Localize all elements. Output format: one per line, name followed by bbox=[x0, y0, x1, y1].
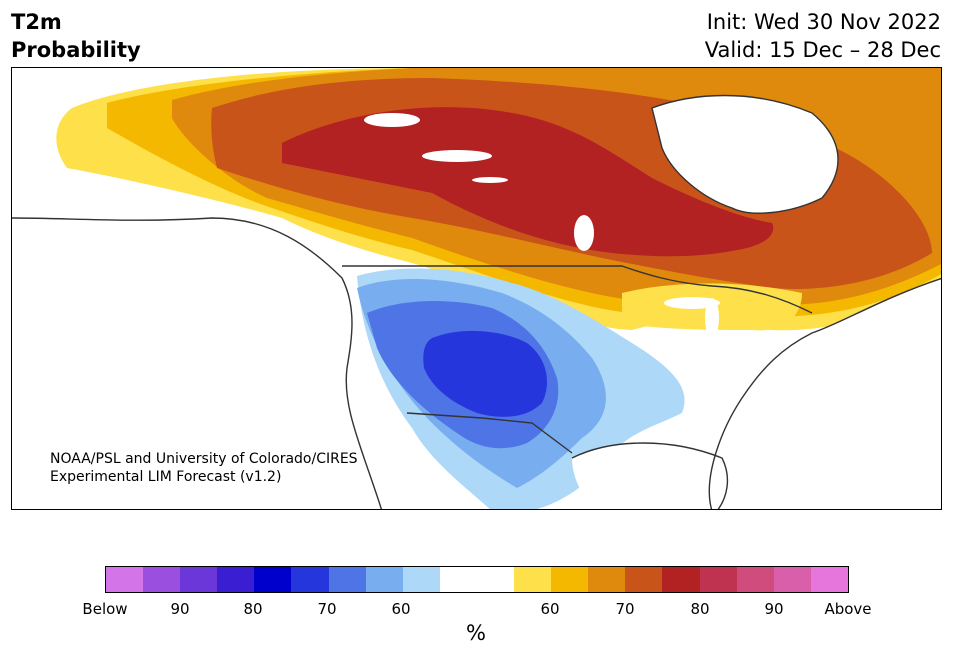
colorbar-segment bbox=[402, 567, 440, 592]
forecast-credit: NOAA/PSL and University of Colorado/CIRE… bbox=[50, 450, 358, 486]
colorbar-segment bbox=[588, 567, 626, 592]
us-mexico-border bbox=[406, 412, 573, 454]
colorbar-segment bbox=[662, 567, 700, 592]
atlantic-ocean bbox=[709, 278, 941, 509]
colorbar-segment bbox=[699, 567, 737, 592]
lake-superior bbox=[664, 297, 720, 309]
init-date: Init: Wed 30 Nov 2022 bbox=[706, 10, 941, 34]
colorbar-unit: % bbox=[466, 621, 486, 645]
gulf-of-mexico bbox=[572, 443, 728, 509]
colorbar-segment bbox=[810, 567, 848, 592]
hudson-bay-coast bbox=[651, 94, 839, 214]
colorbar-tick-label: 80 bbox=[690, 600, 710, 618]
great-slave-lake bbox=[422, 150, 492, 162]
colorbar-tick-label: 60 bbox=[540, 600, 560, 618]
lake-athabasca bbox=[472, 177, 508, 183]
lake-winnipeg bbox=[574, 215, 594, 251]
colorbar-segment bbox=[514, 567, 552, 592]
colorbar-segment bbox=[773, 567, 811, 592]
colorbar-tick-label: 70 bbox=[615, 600, 635, 618]
colorbar-segment bbox=[291, 567, 329, 592]
hudson-bay bbox=[652, 95, 839, 214]
colorbar-segment bbox=[217, 567, 255, 592]
colorbar-segment bbox=[106, 567, 144, 592]
coastline-east bbox=[708, 277, 941, 509]
map-title: T2m Probability bbox=[11, 8, 141, 64]
colorbar-segment bbox=[476, 567, 515, 592]
map-canvas bbox=[12, 68, 941, 509]
great-bear-lake bbox=[364, 113, 420, 127]
cold-75-region bbox=[423, 330, 547, 417]
us-canada-border bbox=[342, 265, 813, 314]
colorbar-segment bbox=[365, 567, 403, 592]
coastline bbox=[12, 217, 383, 509]
colorbar-tick-label: 70 bbox=[317, 600, 337, 618]
title-line-2: Probability bbox=[11, 38, 141, 62]
colorbar-tick-label: 60 bbox=[391, 600, 411, 618]
lake-michigan bbox=[705, 298, 719, 338]
colorbar-tick-label: Below bbox=[82, 600, 128, 618]
credit-line-1: NOAA/PSL and University of Colorado/CIRE… bbox=[50, 451, 358, 467]
colorbar-segment bbox=[551, 567, 589, 592]
pacific-ocean bbox=[12, 218, 382, 509]
valid-date: Valid: 15 Dec – 28 Dec bbox=[704, 38, 941, 62]
gulf-coast bbox=[571, 442, 729, 509]
title-line-1: T2m bbox=[11, 10, 62, 34]
credit-line-2: Experimental LIM Forecast (v1.2) bbox=[50, 469, 282, 485]
colorbar-segment bbox=[625, 567, 663, 592]
colorbar-segment bbox=[736, 567, 774, 592]
colorbar-tick-label: 90 bbox=[170, 600, 190, 618]
forecast-map: NOAA/PSL and University of Colorado/CIRE… bbox=[11, 67, 942, 510]
colorbar-segment bbox=[143, 567, 181, 592]
colorbar-tick-label: 80 bbox=[243, 600, 263, 618]
colorbar-tick-label: 90 bbox=[764, 600, 784, 618]
colorbar-segment bbox=[254, 567, 292, 592]
colorbar-segment bbox=[328, 567, 366, 592]
warm-80-region bbox=[282, 107, 774, 257]
probability-colorbar bbox=[105, 566, 849, 593]
colorbar-tick-label: Above bbox=[824, 600, 872, 618]
colorbar-segment bbox=[439, 567, 477, 592]
colorbar-segment bbox=[180, 567, 218, 592]
forecast-dates: Init: Wed 30 Nov 2022 Valid: 15 Dec – 28… bbox=[705, 8, 941, 64]
